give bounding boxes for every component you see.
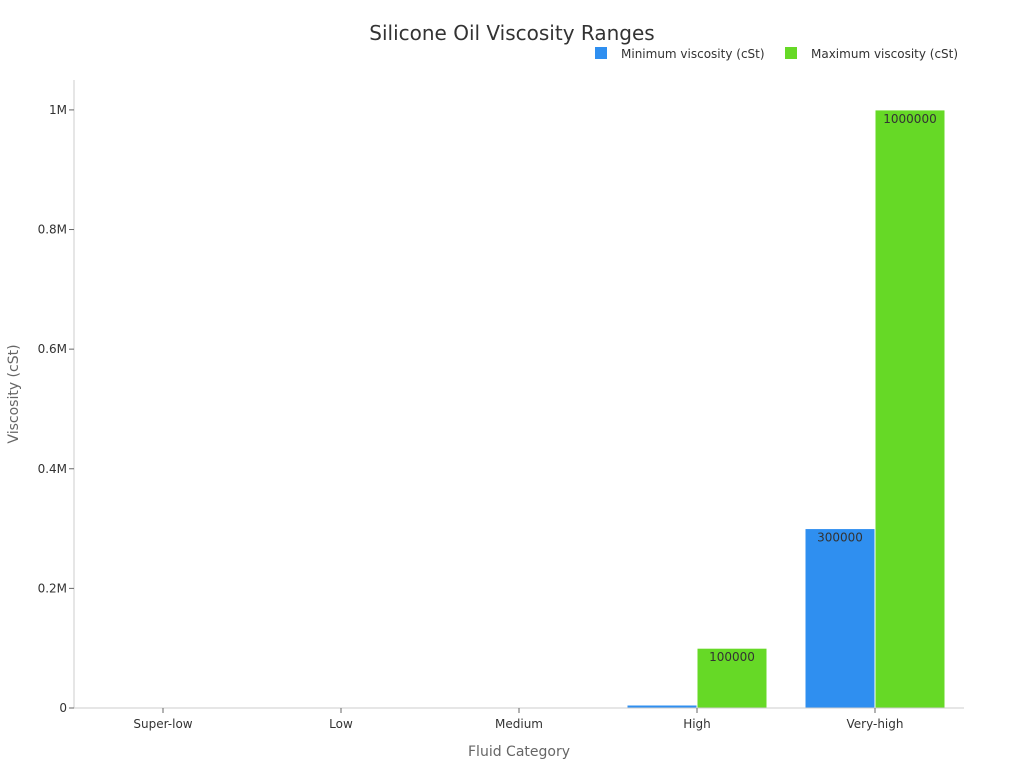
y-axis-title: Viscosity (cSt) <box>6 344 22 443</box>
x-tick-label: High <box>683 717 711 731</box>
x-axis-ticks: Super-low Low Medium High Very-high <box>133 708 903 731</box>
chart-title: Silicone Oil Viscosity Ranges <box>369 21 654 45</box>
bar-minimum-very-high[interactable] <box>804 528 876 709</box>
bar-maximum-high[interactable] <box>696 647 768 709</box>
y-tick-label: 0.6M <box>38 342 67 356</box>
data-label: 100000 <box>709 650 755 664</box>
legend-label-maximum: Maximum viscosity (cSt) <box>811 47 958 61</box>
legend-item-maximum[interactable]: Maximum viscosity (cSt) <box>785 47 958 61</box>
bar-labels: 100000 300000 1000000 <box>709 112 937 664</box>
legend-swatch-minimum <box>595 47 607 59</box>
y-tick-label: 1M <box>49 103 67 117</box>
x-tick-label: Medium <box>495 717 543 731</box>
bars <box>92 109 946 709</box>
x-tick-label: Low <box>329 717 353 731</box>
legend-swatch-maximum <box>785 47 797 59</box>
y-axis-ticks: 0 0.2M 0.4M 0.6M 0.8M 1M <box>38 103 74 715</box>
data-label: 300000 <box>817 531 863 545</box>
data-label: 1000000 <box>883 112 936 126</box>
bar-maximum-very-high[interactable] <box>874 109 946 709</box>
x-axis-title: Fluid Category <box>468 744 570 760</box>
y-tick-label: 0.8M <box>38 223 67 237</box>
legend: Minimum viscosity (cSt) Maximum viscosit… <box>595 47 958 61</box>
legend-item-minimum[interactable]: Minimum viscosity (cSt) <box>595 47 765 61</box>
legend-label-minimum: Minimum viscosity (cSt) <box>621 47 765 61</box>
y-tick-label: 0.4M <box>38 462 67 476</box>
x-tick-label: Very-high <box>847 717 904 731</box>
y-tick-label: 0.2M <box>38 581 67 595</box>
y-tick-label: 0 <box>59 701 67 715</box>
x-tick-label: Super-low <box>133 717 192 731</box>
